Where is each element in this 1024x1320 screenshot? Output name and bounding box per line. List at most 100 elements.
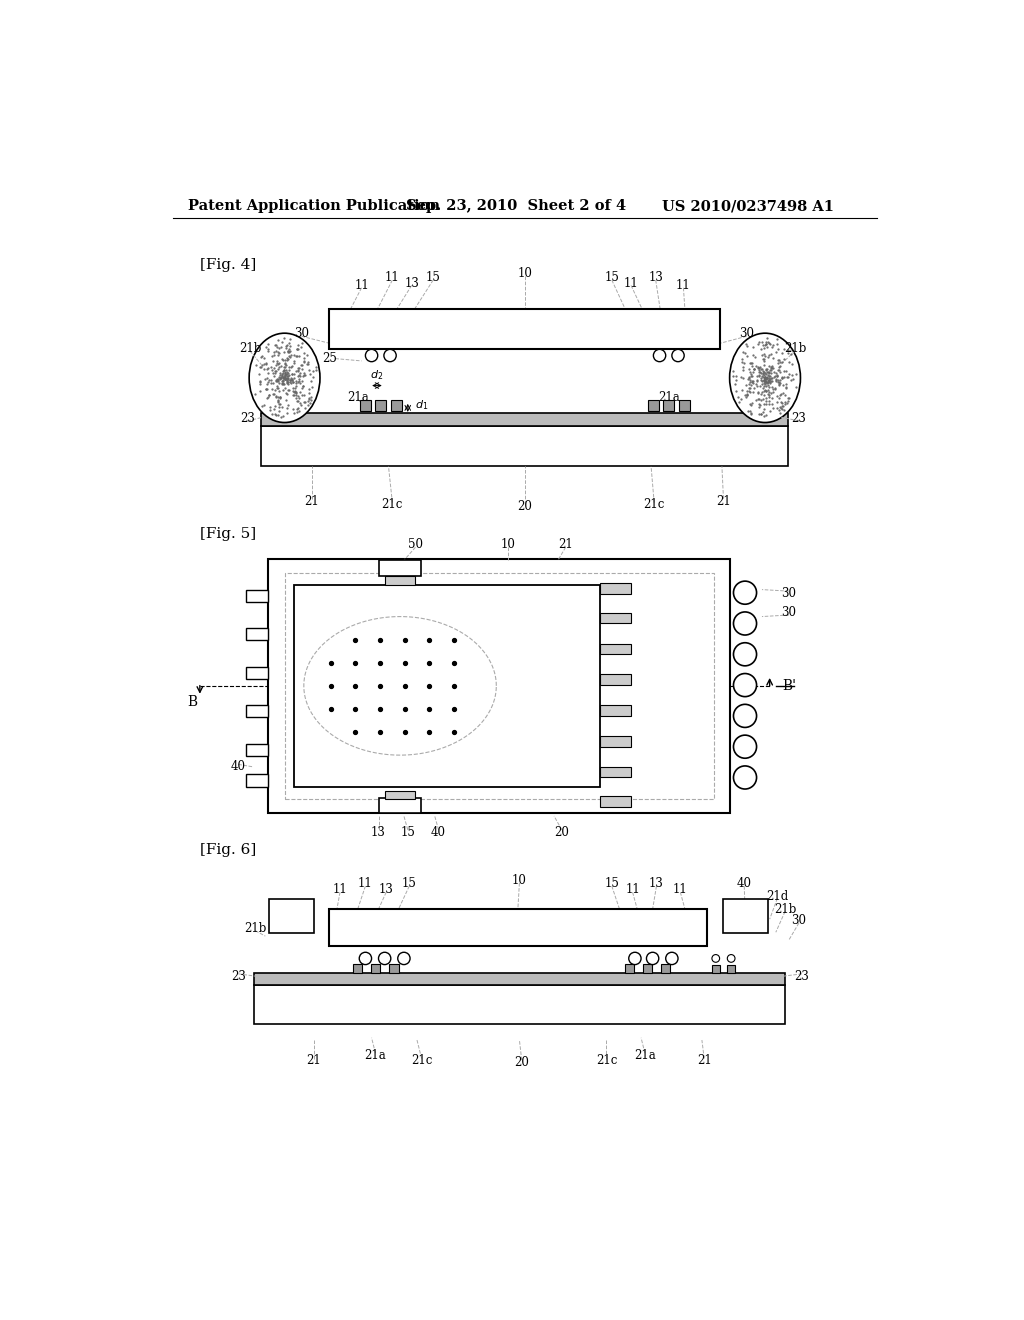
Ellipse shape [249, 333, 319, 422]
Bar [294, 585, 600, 787]
Text: 21b: 21b [239, 342, 261, 355]
Bar [391, 400, 401, 411]
Bar [330, 909, 707, 946]
Text: 11: 11 [354, 279, 369, 292]
Text: 13: 13 [371, 825, 386, 838]
Text: 21: 21 [304, 495, 318, 508]
Ellipse shape [359, 952, 372, 965]
Text: 11: 11 [676, 279, 691, 292]
Ellipse shape [379, 952, 391, 965]
Ellipse shape [629, 952, 641, 965]
Bar [254, 973, 785, 985]
Bar [246, 743, 267, 756]
Text: 21: 21 [716, 495, 731, 508]
Ellipse shape [646, 952, 658, 965]
Bar [643, 964, 652, 973]
Ellipse shape [733, 766, 757, 789]
Bar [267, 558, 730, 813]
Text: 11: 11 [673, 883, 688, 896]
Text: 15: 15 [604, 271, 620, 284]
Text: 21: 21 [558, 539, 573, 552]
Text: 21: 21 [697, 1055, 712, 1068]
Ellipse shape [733, 643, 757, 665]
Text: 21b: 21b [244, 921, 266, 935]
Ellipse shape [733, 735, 757, 758]
Text: 30: 30 [792, 915, 807, 927]
Text: 11: 11 [624, 277, 638, 289]
Text: 15: 15 [426, 271, 440, 284]
Bar [376, 400, 386, 411]
Text: 21c: 21c [411, 1055, 432, 1068]
Bar [246, 628, 267, 640]
Ellipse shape [733, 673, 757, 697]
Text: 40: 40 [431, 825, 446, 838]
Text: 23: 23 [792, 412, 806, 425]
Text: 11: 11 [626, 883, 640, 896]
Bar [246, 775, 267, 787]
Ellipse shape [366, 350, 378, 362]
Bar [600, 644, 631, 655]
Text: 13: 13 [404, 277, 419, 289]
Text: 21b: 21b [784, 342, 806, 355]
Bar [246, 590, 267, 602]
Text: 13: 13 [649, 878, 664, 890]
Text: US 2010/0237498 A1: US 2010/0237498 A1 [662, 199, 834, 213]
Text: 21a: 21a [658, 391, 680, 404]
Bar [330, 309, 720, 348]
Text: 20: 20 [517, 500, 532, 513]
Ellipse shape [712, 954, 720, 962]
Bar [261, 426, 788, 466]
Text: 21d: 21d [766, 890, 788, 903]
Bar [360, 400, 371, 411]
Bar [679, 400, 689, 411]
Text: 21b: 21b [774, 903, 797, 916]
Text: 13: 13 [648, 271, 664, 284]
Bar [712, 965, 720, 973]
Bar [261, 413, 788, 426]
Text: [Fig. 6]: [Fig. 6] [200, 843, 256, 857]
Text: 10: 10 [517, 268, 532, 280]
Bar [600, 675, 631, 685]
Ellipse shape [672, 350, 684, 362]
Text: 15: 15 [604, 878, 620, 890]
Text: B': B' [782, 678, 796, 693]
Ellipse shape [666, 952, 678, 965]
Text: 21c: 21c [382, 499, 403, 511]
Bar [600, 705, 631, 715]
Bar [254, 985, 785, 1024]
Text: 25: 25 [322, 352, 337, 366]
Ellipse shape [653, 350, 666, 362]
Text: 23: 23 [231, 970, 246, 982]
Ellipse shape [397, 952, 410, 965]
Ellipse shape [733, 612, 757, 635]
Bar [600, 612, 631, 623]
Text: 10: 10 [501, 539, 515, 552]
Bar [648, 400, 658, 411]
Text: 21c: 21c [596, 1055, 617, 1068]
Text: Sep. 23, 2010  Sheet 2 of 4: Sep. 23, 2010 Sheet 2 of 4 [407, 199, 627, 213]
Bar [724, 899, 768, 933]
Text: 15: 15 [400, 825, 415, 838]
Bar [389, 964, 398, 973]
Text: 30: 30 [781, 587, 797, 601]
Text: $d_1$: $d_1$ [416, 397, 429, 412]
Text: 11: 11 [385, 271, 399, 284]
Bar [379, 560, 421, 576]
Bar [371, 964, 380, 973]
Bar [664, 400, 674, 411]
Text: 15: 15 [401, 878, 417, 890]
Bar [600, 583, 631, 594]
Text: 11: 11 [333, 883, 347, 896]
Text: Patent Application Publication: Patent Application Publication [188, 199, 440, 213]
Text: 40: 40 [230, 760, 246, 774]
Text: $d_2$: $d_2$ [371, 368, 384, 383]
Text: 30: 30 [781, 606, 797, 619]
Text: 30: 30 [294, 327, 309, 341]
Bar [269, 899, 313, 933]
Text: 20: 20 [554, 825, 569, 838]
Text: 21: 21 [306, 1055, 322, 1068]
Ellipse shape [727, 954, 735, 962]
Text: 20: 20 [514, 1056, 529, 1069]
Text: 21a: 21a [365, 1049, 386, 1063]
Bar [600, 796, 631, 807]
